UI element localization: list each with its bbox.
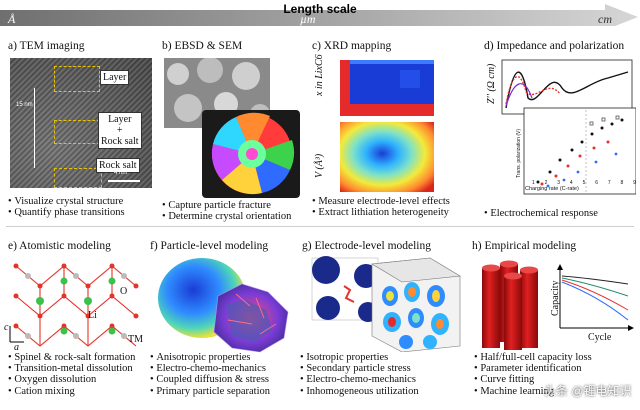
inset-x-tick: 8 [620, 180, 624, 186]
inset-x-tick: 4 [569, 180, 573, 186]
row-divider [6, 226, 634, 227]
bullet-item: Anisotropic properties [150, 352, 270, 363]
capacity-y-label: Capacity [550, 280, 561, 316]
panel-h-bullets: Half/full-cell capacity loss Parameter i… [474, 352, 592, 397]
bullet-item: Electro-chemo-mechanics [150, 363, 270, 374]
length-scale-banner: Length scale Å µm cm [0, 0, 640, 30]
bullet-item: Inhomogeneous utilization [300, 386, 418, 397]
panel-c-title: c) XRD mapping [312, 40, 392, 52]
panel-b-bullets: Capture particle fracture Determine crys… [162, 200, 291, 222]
ebsd-image [202, 110, 300, 198]
panel-f-bullets: Anisotropic properties Electro-chemo-mec… [150, 352, 270, 397]
watermark: 头条 @锂电知识 [544, 384, 632, 398]
inset-x-tick: 9 [633, 180, 636, 186]
scale-tick-micrometer: µm [300, 12, 316, 26]
panel-e-title: e) Atomistic modeling [8, 240, 111, 252]
bullet-item: Curve fitting [474, 374, 592, 385]
label-oxygen: O [120, 286, 128, 297]
bullet-item: Half/full-cell capacity loss [474, 352, 591, 363]
inset-x-label: Charging rate (C-rate) [525, 186, 579, 192]
scale-bar-4nm [108, 180, 140, 182]
scale-tick-centimeter: cm [598, 12, 612, 26]
xrd-y-bottom-label: V (Å³) [314, 153, 325, 178]
inset-x-tick: 2 [544, 180, 548, 186]
axis-a: a [14, 342, 19, 353]
xrd-map-volume [340, 122, 434, 192]
panel-a-title: a) TEM imaging [8, 40, 85, 52]
capacity-curve [557, 264, 634, 331]
bullet-item: Parameter identification [474, 363, 592, 374]
crystal-lattice [13, 263, 139, 347]
electrode-model [311, 256, 461, 352]
inset-x-ticks: 1 2 3 4 5 6 7 8 9 [532, 180, 636, 186]
inset-x-tick: 1 [532, 180, 535, 186]
panel-a-bullets: Visualize crystal structure Quantify pha… [8, 196, 125, 218]
length-scale-title: Length scale [283, 2, 357, 16]
scale-15nm: 15 nm [16, 102, 33, 108]
bullet-item: Visualize crystal structure [8, 196, 125, 207]
particle-model [158, 258, 289, 353]
panel-d-title: d) Impedance and polarization [484, 40, 625, 52]
panel-h-title: h) Empirical modeling [472, 240, 577, 252]
bullet-item: Extract lithiation heterogeneity [312, 207, 450, 218]
bullet-item: Spinel & rock-salt formation [8, 352, 135, 363]
panel-e-bullets: Spinel & rock-salt formation Transition-… [8, 352, 135, 397]
bullet-item: Oxygen dissolution [8, 374, 135, 385]
bullet-item: Electro-chemo-mechanics [300, 374, 419, 385]
panel-g-title: g) Electrode-level modeling [302, 240, 432, 252]
panel-c-bullets: Measure electrode-level effects Extract … [312, 196, 450, 218]
highlight-layer [54, 66, 100, 92]
highlight-layer-rock-salt [54, 120, 100, 144]
label-lithium: Li [88, 310, 97, 321]
capacity-x-label: Cycle [588, 332, 612, 343]
tem-image: Layer Layer + Rock salt Rock salt 15 nm … [10, 58, 152, 188]
label-transition-metal: TM [128, 334, 143, 345]
label-layer-rock-salt: Layer + Rock salt [98, 112, 142, 149]
panel-g-bullets: Isotropic properties Secondary particle … [300, 352, 419, 397]
label-rock-salt: Rock salt [96, 158, 140, 173]
xrd-y-top-label: x in LixC6 [314, 54, 325, 96]
bullet-item: Coupled diffusion & stress [150, 374, 270, 385]
inset-y-label: Trans. polarization (V) [516, 129, 522, 178]
bullet-item: Capture particle fracture [162, 200, 291, 211]
bullet-item: Secondary particle stress [300, 363, 419, 374]
impedance-y-label: Z'' (Ω cm) [486, 63, 497, 104]
inset-x-tick: 5 [582, 180, 586, 186]
bullet-item: Electrochemical response [484, 208, 598, 219]
battery-cells [482, 260, 538, 350]
bullet-item: Machine learning [474, 386, 592, 397]
bullet-item: Measure electrode-level effects [312, 196, 450, 207]
inset-x-tick: 6 [595, 180, 598, 186]
scale-bar-vertical [34, 88, 35, 168]
length-scale-arrow [0, 4, 638, 30]
bullet-item: Primary particle separation [150, 386, 270, 397]
panel-b-title: b) EBSD & SEM [162, 40, 243, 52]
bullet-item: Transition-metal dissolution [8, 363, 135, 374]
bullet-item: Isotropic properties [300, 352, 419, 363]
axis-triad [9, 326, 24, 343]
label-layer: Layer [100, 70, 130, 85]
bullet-item: Determine crystal orientation [162, 211, 291, 222]
xrd-map-composition [340, 60, 434, 116]
highlight-rock-salt [54, 168, 102, 188]
scale-4nm: 4 nm [114, 170, 128, 176]
scale-tick-angstrom: Å [8, 12, 16, 26]
inset-x-tick: 7 [607, 180, 611, 186]
impedance-plot [501, 59, 636, 195]
panel-d-bullets: Electrochemical response [484, 208, 598, 219]
bullet-item: Cation mixing [8, 386, 135, 397]
inset-x-tick: 3 [557, 180, 561, 186]
axis-c: c [4, 322, 9, 333]
panel-f-title: f) Particle-level modeling [150, 240, 269, 252]
bullet-item: Quantify phase transitions [8, 207, 124, 218]
